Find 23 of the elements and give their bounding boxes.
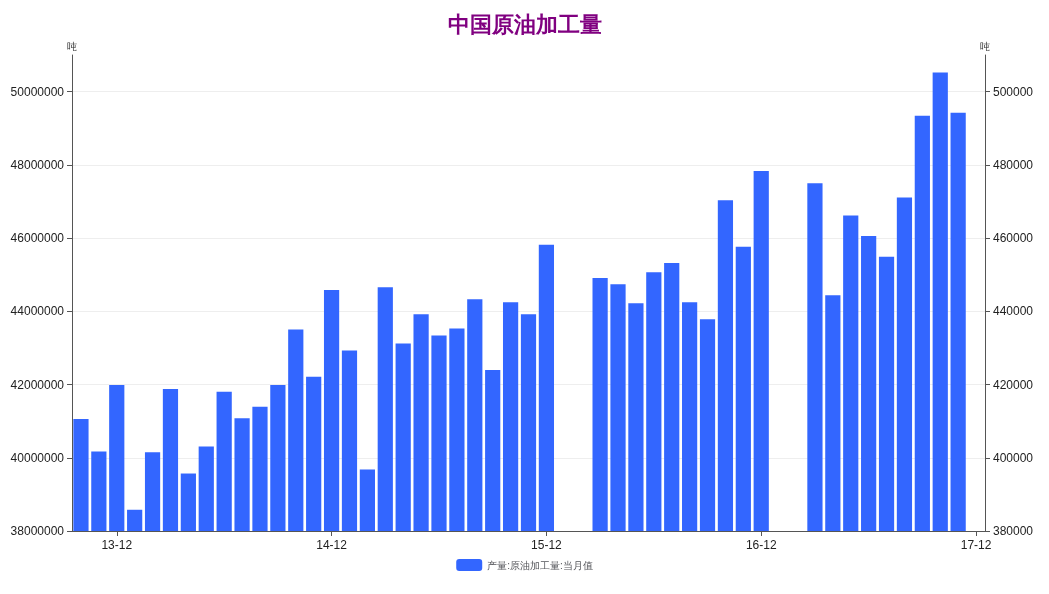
- y2-tick-label: 380000: [993, 524, 1034, 538]
- y-tick-label: 38000000: [10, 524, 65, 538]
- y2-axis-title: 吨: [980, 40, 990, 52]
- x-tick-label: 17-12: [960, 538, 992, 552]
- y2-tick-label: 420000: [993, 377, 1034, 392]
- chart-title: 中国原油加工量: [447, 11, 602, 37]
- y-tick-label: 48000000: [10, 157, 65, 172]
- legend-label: 产量:原油加工量:当月值: [487, 559, 593, 571]
- x-tick-label: 15-12: [531, 538, 563, 552]
- x-tick-label: 14-12: [316, 538, 348, 552]
- y-tick-label: 50000000: [10, 84, 65, 99]
- y-tick-label: 40000000: [10, 450, 65, 465]
- y2-tick-label: 440000: [993, 304, 1034, 319]
- y-tick-label: 46000000: [10, 231, 65, 246]
- x-tick-label: 16-12: [745, 538, 777, 552]
- x-tick-label: 13-12: [101, 538, 133, 552]
- y2-tick-label: 480000: [993, 157, 1034, 172]
- y-tick-label: 44000000: [10, 304, 65, 319]
- y2-tick-label: 400000: [993, 450, 1034, 465]
- y2-tick-label: 460000: [993, 231, 1034, 246]
- y2-tick-label: 500000: [993, 84, 1034, 99]
- y-axis-title: 吨: [67, 40, 77, 52]
- y-tick-label: 42000000: [10, 377, 65, 392]
